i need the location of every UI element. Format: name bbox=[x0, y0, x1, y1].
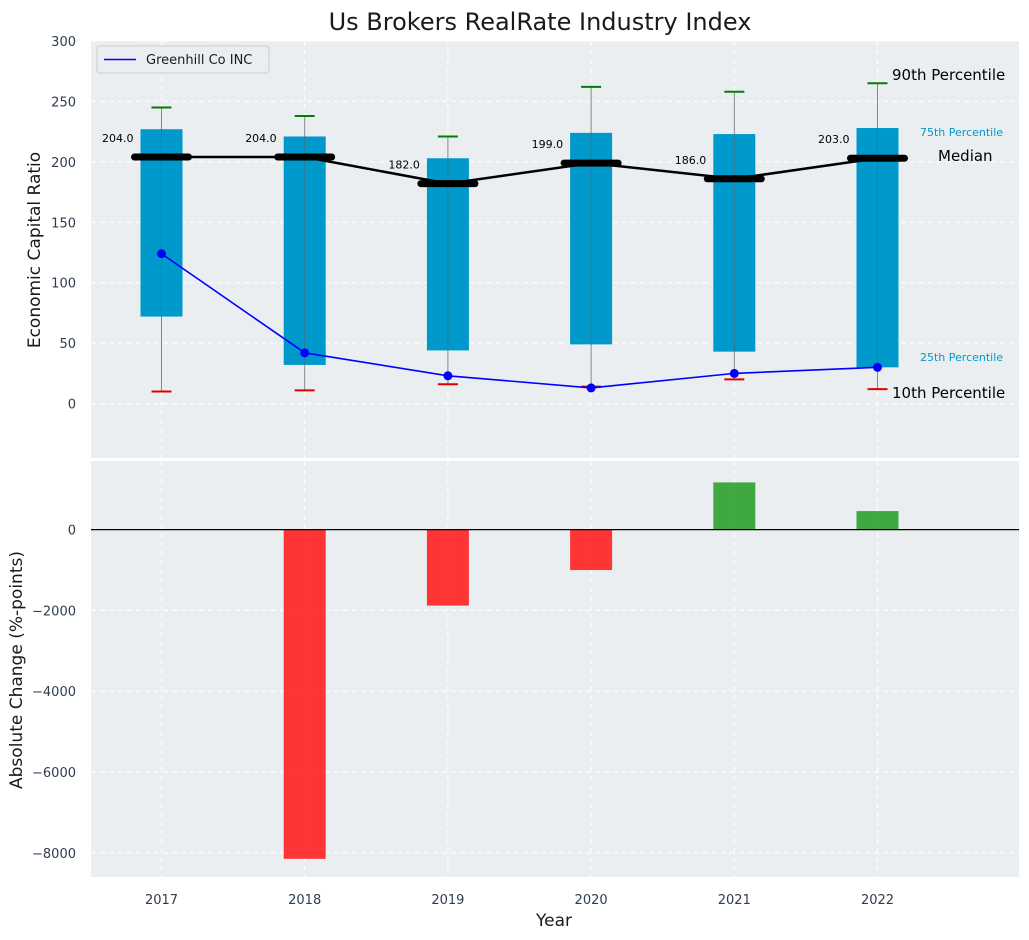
median-value-label: 186.0 bbox=[675, 154, 707, 167]
bottom-y-tick-label: 0 bbox=[68, 524, 76, 539]
positive-change-bar bbox=[713, 482, 756, 530]
top-y-tick-label: 300 bbox=[51, 35, 76, 50]
top-y-tick-label: 250 bbox=[51, 95, 76, 110]
bottom-plot-marks bbox=[91, 482, 1019, 859]
company-series-point bbox=[586, 383, 596, 393]
company-series-line bbox=[161, 253, 878, 389]
median-value-label: 204.0 bbox=[245, 132, 277, 145]
x-tick-label: 2017 bbox=[145, 893, 178, 908]
bottom-y-ticks: 0 −2000 −4000 −6000 −8000 bbox=[32, 524, 76, 862]
median-value-label: 203.0 bbox=[818, 133, 850, 146]
legend-box bbox=[96, 45, 270, 74]
negative-change-bar bbox=[426, 529, 469, 606]
top-y-tick-label: 100 bbox=[51, 277, 76, 292]
bottom-y-tick-label: −6000 bbox=[32, 766, 76, 781]
bottom-plot-area bbox=[91, 461, 1019, 877]
bottom-y-axis-label: Absolute Change (%-points) bbox=[7, 551, 27, 789]
chart-title: Us Brokers RealRate Industry Index bbox=[329, 8, 752, 36]
median-value-label: 204.0 bbox=[102, 132, 134, 145]
top-y-tick-label: 0 bbox=[68, 398, 76, 413]
annotation-p10: 10th Percentile bbox=[892, 384, 1005, 402]
legend[interactable]: Greenhill Co INC bbox=[96, 45, 270, 74]
x-ticks: 2017 2018 2019 2020 2021 2022 bbox=[145, 893, 894, 908]
x-tick-label: 2020 bbox=[575, 893, 608, 908]
company-series-point bbox=[873, 362, 882, 372]
x-axis-label: Year bbox=[535, 911, 572, 931]
top-plot-marks: 204.0 204.0 182.0 199.0 186.0 203.0 bbox=[102, 82, 908, 393]
x-tick-label: 2018 bbox=[288, 893, 321, 908]
x-tick-label: 2021 bbox=[718, 893, 751, 908]
annotation-p75: 75th Percentile bbox=[920, 126, 1003, 139]
annotation-p25: 25th Percentile bbox=[920, 351, 1003, 364]
bottom-y-tick-label: −2000 bbox=[32, 604, 76, 619]
bottom-y-tick-label: −8000 bbox=[32, 847, 76, 862]
company-series-point bbox=[443, 371, 453, 381]
legend-label: Greenhill Co INC bbox=[146, 53, 252, 68]
x-tick-label: 2022 bbox=[861, 893, 894, 908]
x-tick-label: 2019 bbox=[431, 893, 464, 908]
company-series-point bbox=[300, 348, 310, 358]
top-y-tick-label: 150 bbox=[51, 216, 76, 231]
annotation-median: Median bbox=[938, 147, 993, 165]
company-series-point bbox=[729, 368, 739, 378]
positive-change-bar bbox=[856, 511, 899, 530]
top-y-axis-label: Economic Capital Ratio bbox=[25, 152, 45, 348]
negative-change-bar bbox=[570, 529, 613, 571]
median-value-label: 199.0 bbox=[532, 138, 564, 151]
top-y-ticks: 0 50 100 150 200 250 300 bbox=[51, 35, 76, 413]
annotation-p90: 90th Percentile bbox=[892, 66, 1005, 84]
median-value-label: 182.0 bbox=[388, 159, 420, 172]
negative-change-bar bbox=[283, 529, 326, 859]
top-y-tick-label: 50 bbox=[59, 337, 76, 352]
top-y-tick-label: 200 bbox=[51, 156, 76, 171]
company-series-point bbox=[157, 249, 166, 259]
bottom-y-tick-label: −4000 bbox=[32, 685, 76, 700]
